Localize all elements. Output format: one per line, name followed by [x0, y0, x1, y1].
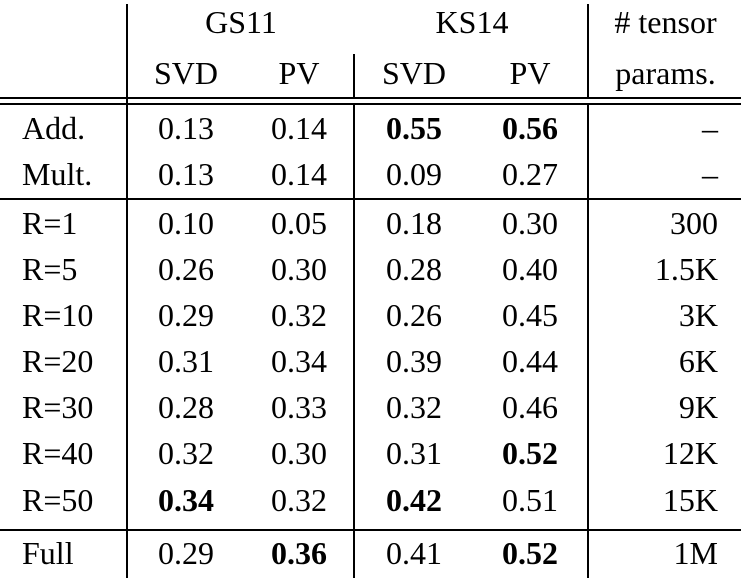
table-cell: 0.52 — [502, 435, 558, 471]
table-cell: 0.05 — [271, 205, 327, 241]
table-cell: 0.18 — [386, 205, 442, 241]
row-params: – — [702, 156, 718, 192]
table-cell: 0.31 — [158, 343, 214, 379]
vrule-header-mid — [353, 54, 355, 98]
hrule-header-1 — [0, 97, 741, 99]
header-group-gs11: GS11 — [205, 4, 277, 40]
table-cell: 0.45 — [502, 297, 558, 333]
table-cell: 0.51 — [502, 482, 558, 518]
table-cell: 0.55 — [386, 110, 442, 146]
vrule-mid — [353, 104, 355, 578]
vrule-params-header — [587, 4, 589, 98]
table-cell: 0.46 — [502, 389, 558, 425]
header-sub-svd-gs11: SVD — [153, 55, 218, 91]
table-cell: 0.13 — [158, 156, 214, 192]
table-cell: 0.34 — [271, 343, 327, 379]
header-params-line2: params. — [615, 55, 716, 91]
table-cell: 0.33 — [271, 389, 327, 425]
table-cell: 0.44 — [502, 343, 558, 379]
table-cell: 0.27 — [502, 156, 558, 192]
table-cell: 0.32 — [271, 482, 327, 518]
table-cell: 0.30 — [271, 435, 327, 471]
table-cell: 0.32 — [158, 435, 214, 471]
row-params: 6K — [678, 343, 718, 379]
row-label: R=50 — [22, 482, 94, 518]
table-cell: 0.40 — [502, 251, 558, 287]
table-cell: 0.29 — [158, 535, 214, 571]
table-cell: 0.32 — [386, 389, 442, 425]
header-params-line1: # tensor — [614, 4, 717, 40]
vrule-label — [126, 4, 128, 578]
table-cell: 0.13 — [158, 110, 214, 146]
table-cell: 0.29 — [158, 297, 214, 333]
table-cell: 0.52 — [502, 535, 558, 571]
table-cell: 0.26 — [158, 251, 214, 287]
table-cell: 0.10 — [158, 205, 214, 241]
row-label: Add. — [22, 110, 86, 146]
table-cell: 0.26 — [386, 297, 442, 333]
row-params: 9K — [678, 389, 718, 425]
table-cell: 0.36 — [271, 535, 327, 571]
row-params: 1.5K — [654, 251, 718, 287]
hrule-baselines — [0, 198, 741, 200]
table-cell: 0.56 — [502, 110, 558, 146]
row-params: 3K — [678, 297, 718, 333]
table-cell: 0.39 — [386, 343, 442, 379]
header-sub-svd-ks14: SVD — [381, 55, 446, 91]
row-params: 300 — [670, 205, 718, 241]
table-cell: 0.28 — [386, 251, 442, 287]
table-cell: 0.09 — [386, 156, 442, 192]
table-cell: 0.31 — [386, 435, 442, 471]
row-label: Full — [22, 535, 74, 571]
row-label: R=20 — [22, 343, 94, 379]
table-cell: 0.34 — [158, 482, 214, 518]
row-params: – — [702, 110, 718, 146]
row-params: 15K — [662, 482, 718, 518]
hrule-header-2 — [0, 103, 741, 105]
header-sub-pv-ks14: PV — [509, 55, 551, 91]
row-label: R=10 — [22, 297, 94, 333]
table-cell: 0.42 — [386, 482, 442, 518]
table-cell: 0.28 — [158, 389, 214, 425]
hrule-full — [0, 529, 741, 531]
header-sub-pv-gs11: PV — [278, 55, 320, 91]
table-cell: 0.14 — [271, 156, 327, 192]
row-label: R=40 — [22, 435, 94, 471]
row-label: R=5 — [22, 251, 78, 287]
row-params: 1M — [673, 535, 718, 571]
vrule-params — [587, 104, 589, 578]
row-label: R=30 — [22, 389, 94, 425]
table-cell: 0.41 — [386, 535, 442, 571]
header-group-ks14: KS14 — [435, 4, 509, 40]
table-cell: 0.30 — [271, 251, 327, 287]
table-cell: 0.30 — [502, 205, 558, 241]
table-cell: 0.14 — [271, 110, 327, 146]
table-cell: 0.32 — [271, 297, 327, 333]
row-label: R=1 — [22, 205, 78, 241]
row-params: 12K — [662, 435, 718, 471]
row-label: Mult. — [22, 156, 93, 192]
